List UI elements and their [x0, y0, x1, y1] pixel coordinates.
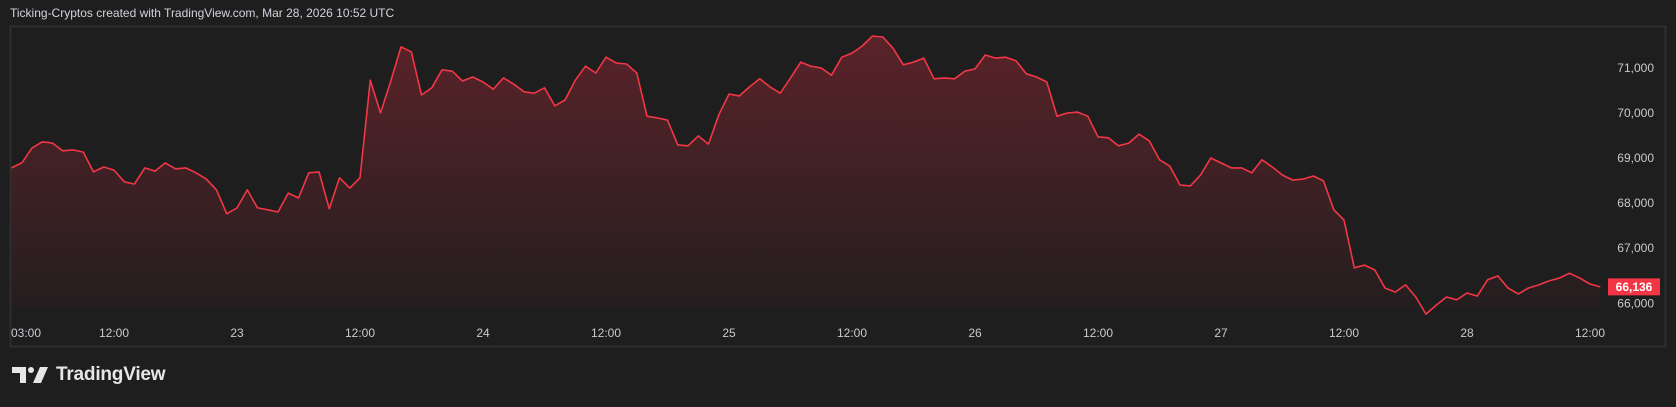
price-tick-label: 66,000: [1617, 296, 1654, 310]
last-price-label: 66,136: [1608, 278, 1660, 296]
price-tick-label: 67,000: [1617, 241, 1654, 255]
time-tick-label: 27: [1214, 326, 1228, 340]
price-area-fill: [11, 36, 1601, 315]
tradingview-logo-icon: [12, 367, 48, 383]
time-tick-label: 12:00: [1329, 326, 1359, 340]
last-price-label-bg: [1608, 278, 1660, 296]
time-tick-label: 12:00: [99, 326, 129, 340]
time-tick-label: 12:00: [345, 326, 375, 340]
chart-frame: [9, 25, 1667, 348]
time-tick-label: 28: [1460, 326, 1474, 340]
tradingview-logo[interactable]: TradingView: [12, 364, 166, 386]
time-tick-label: 03:00: [11, 326, 41, 340]
price-tick-label: 68,000: [1617, 196, 1654, 210]
last-price-value: 66,136: [1616, 280, 1653, 294]
time-tick-label: 24: [476, 326, 490, 340]
time-tick-label: 12:00: [1575, 326, 1605, 340]
time-tick-label: 12:00: [837, 326, 867, 340]
time-tick-label: 26: [968, 326, 982, 340]
price-line: [11, 35, 1601, 315]
chart-attribution-title: Ticking-Cryptos created with TradingView…: [10, 6, 395, 20]
price-tick-label: 71,000: [1617, 61, 1654, 75]
time-tick-label: 25: [722, 326, 736, 340]
time-tick-label: 12:00: [591, 326, 621, 340]
time-tick-label: 12:00: [1083, 326, 1113, 340]
price-tick-label: 69,000: [1617, 151, 1654, 165]
time-axis[interactable]: 03:00 12:00 23 12:00 24 12:00 25 12:00 26 12:00 27…: [11, 326, 1605, 340]
price-tick-label: 70,000: [1617, 106, 1654, 120]
time-tick-label: 23: [230, 326, 244, 340]
tradingview-logo-text: TradingView: [56, 364, 166, 385]
price-axis[interactable]: 71,000 70,000 69,000 68,000 67,000 66,000: [1617, 61, 1654, 310]
